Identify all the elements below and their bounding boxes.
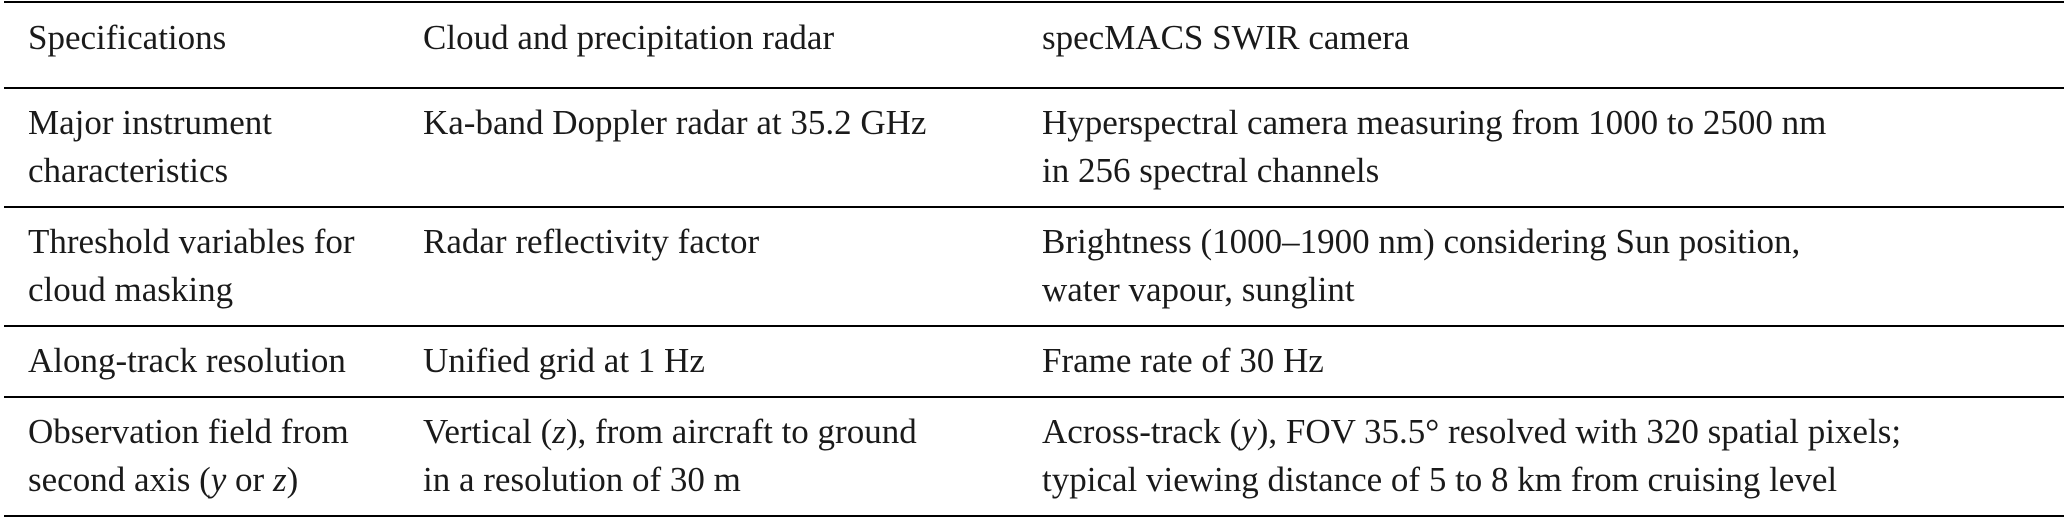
row-1-radar: Ka-band Doppler radar at 35.2 GHz xyxy=(423,88,1042,208)
cell-line: Vertical (z), from aircraft to ground xyxy=(423,412,917,451)
math-variable: z xyxy=(552,412,566,451)
cell-line: in a resolution of 30 m xyxy=(423,460,741,499)
cell-line: Ka-band Doppler radar at 35.2 GHz xyxy=(423,103,927,142)
spec-table: Specifications Cloud and precipitation r… xyxy=(4,1,2064,517)
row-2-spec: Threshold variables for cloud masking xyxy=(4,207,423,327)
table-row: Major instrument characteristics Ka-band… xyxy=(4,88,2064,208)
table-row: Along-track resolution Unified grid at 1… xyxy=(4,326,2064,398)
math-variable: y xyxy=(1241,412,1257,451)
cell-line: Unified grid at 1 Hz xyxy=(423,341,705,380)
cell-line: Radar reflectivity factor xyxy=(423,222,760,261)
cell-line: Threshold variables for xyxy=(28,222,355,261)
row-2-radar: Radar reflectivity factor xyxy=(423,207,1042,327)
header-camera: specMACS SWIR camera xyxy=(1042,1,2064,89)
row-4-camera: Across-track (y), FOV 35.5° resolved wit… xyxy=(1042,397,2064,517)
table-header-row: Specifications Cloud and precipitation r… xyxy=(4,1,2064,89)
cell-line: Observation field from xyxy=(28,412,349,451)
row-4-radar: Vertical (z), from aircraft to ground in… xyxy=(423,397,1042,517)
row-3-camera: Frame rate of 30 Hz xyxy=(1042,326,2064,398)
cell-line: Across-track (y), FOV 35.5° resolved wit… xyxy=(1042,412,1902,451)
header-radar: Cloud and precipitation radar xyxy=(423,1,1042,89)
cell-line: typical viewing distance of 5 to 8 km fr… xyxy=(1042,460,1838,499)
row-1-camera: Hyperspectral camera measuring from 1000… xyxy=(1042,88,2064,208)
table-row: Observation field from second axis (y or… xyxy=(4,397,2064,517)
cell-line: Hyperspectral camera measuring from 1000… xyxy=(1042,103,1827,142)
cell-line: Along-track resolution xyxy=(28,341,346,380)
cell-line: water vapour, sunglint xyxy=(1042,270,1355,309)
row-3-radar: Unified grid at 1 Hz xyxy=(423,326,1042,398)
math-variable: y xyxy=(210,460,227,499)
cell-line: characteristics xyxy=(28,151,229,190)
row-2-camera: Brightness (1000–1900 nm) considering Su… xyxy=(1042,207,2064,327)
table-row: Threshold variables for cloud masking Ra… xyxy=(4,207,2064,327)
cell-line: cloud masking xyxy=(28,270,234,309)
row-1-spec: Major instrument characteristics xyxy=(4,88,423,208)
cell-line: second axis (y or z) xyxy=(28,460,299,499)
math-variable: z xyxy=(272,460,287,499)
header-specifications: Specifications xyxy=(4,1,423,89)
row-3-spec: Along-track resolution xyxy=(4,326,423,398)
cell-line: in 256 spectral channels xyxy=(1042,151,1380,190)
cell-line: Brightness (1000–1900 nm) considering Su… xyxy=(1042,222,1801,261)
cell-line: Major instrument xyxy=(28,103,272,142)
row-4-spec: Observation field from second axis (y or… xyxy=(4,397,423,517)
cell-line: Frame rate of 30 Hz xyxy=(1042,341,1324,380)
